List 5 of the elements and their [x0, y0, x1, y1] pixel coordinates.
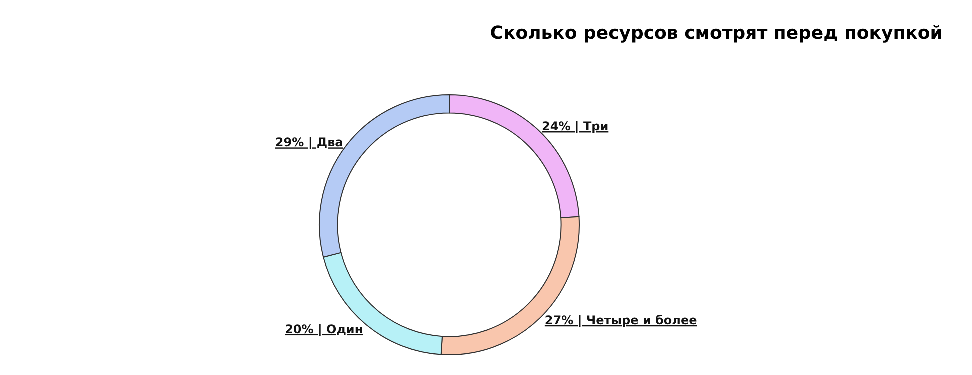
slice-label: 29% | Два	[275, 136, 344, 150]
slice-label: 27% | Четыре и более	[544, 313, 698, 328]
chart-title: Сколько ресурсов смотрят перед покупкой	[490, 22, 943, 44]
slice-label: 20% | Один	[285, 322, 364, 336]
slice-label: 24% | Три	[542, 120, 609, 134]
